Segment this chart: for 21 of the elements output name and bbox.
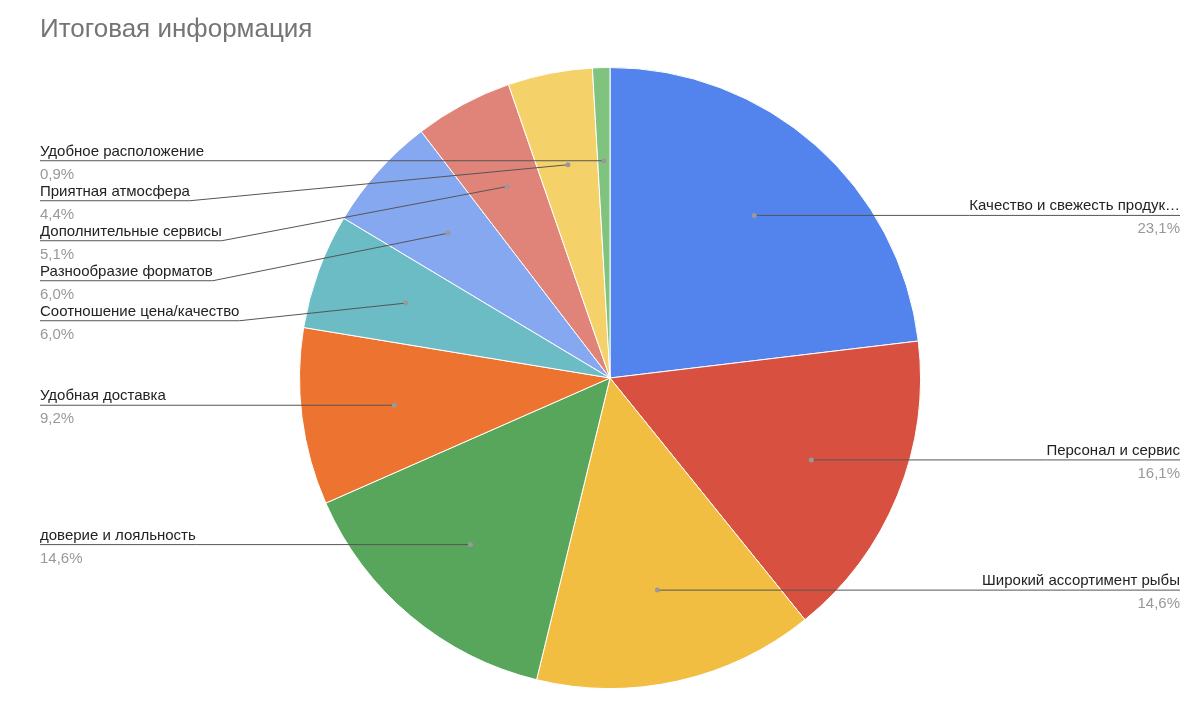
slice-label: Широкий ассортимент рыбы (982, 571, 1180, 589)
slice-label: Разнообразие форматов (40, 261, 213, 279)
chart-title: Итоговая информация (40, 13, 313, 43)
data-label: 0,9% (40, 164, 75, 182)
slice-label: Соотношение цена/качество (40, 301, 240, 319)
data-label: 14,6% (1137, 594, 1180, 612)
slice-label: Удобная доставка (40, 386, 167, 404)
slice-label: Дополнительные сервисы (40, 221, 222, 239)
slice-label: Приятная атмосфера (40, 181, 191, 199)
data-label: 23,1% (1137, 219, 1180, 237)
slice-label: Удобное расположение (40, 141, 204, 159)
data-label: 4,4% (40, 204, 75, 222)
data-label: 5,1% (40, 244, 75, 262)
slice-label: доверие и лояльность (40, 525, 196, 543)
slice-label: Персонал и сервис (1046, 440, 1181, 458)
slice-label: Качество и свежесть продук… (969, 196, 1180, 214)
data-label: 14,6% (40, 548, 83, 566)
data-label: 9,2% (40, 409, 75, 427)
data-label: 6,0% (40, 284, 75, 302)
data-label: 16,1% (1137, 463, 1180, 481)
data-label: 6,0% (40, 324, 75, 342)
